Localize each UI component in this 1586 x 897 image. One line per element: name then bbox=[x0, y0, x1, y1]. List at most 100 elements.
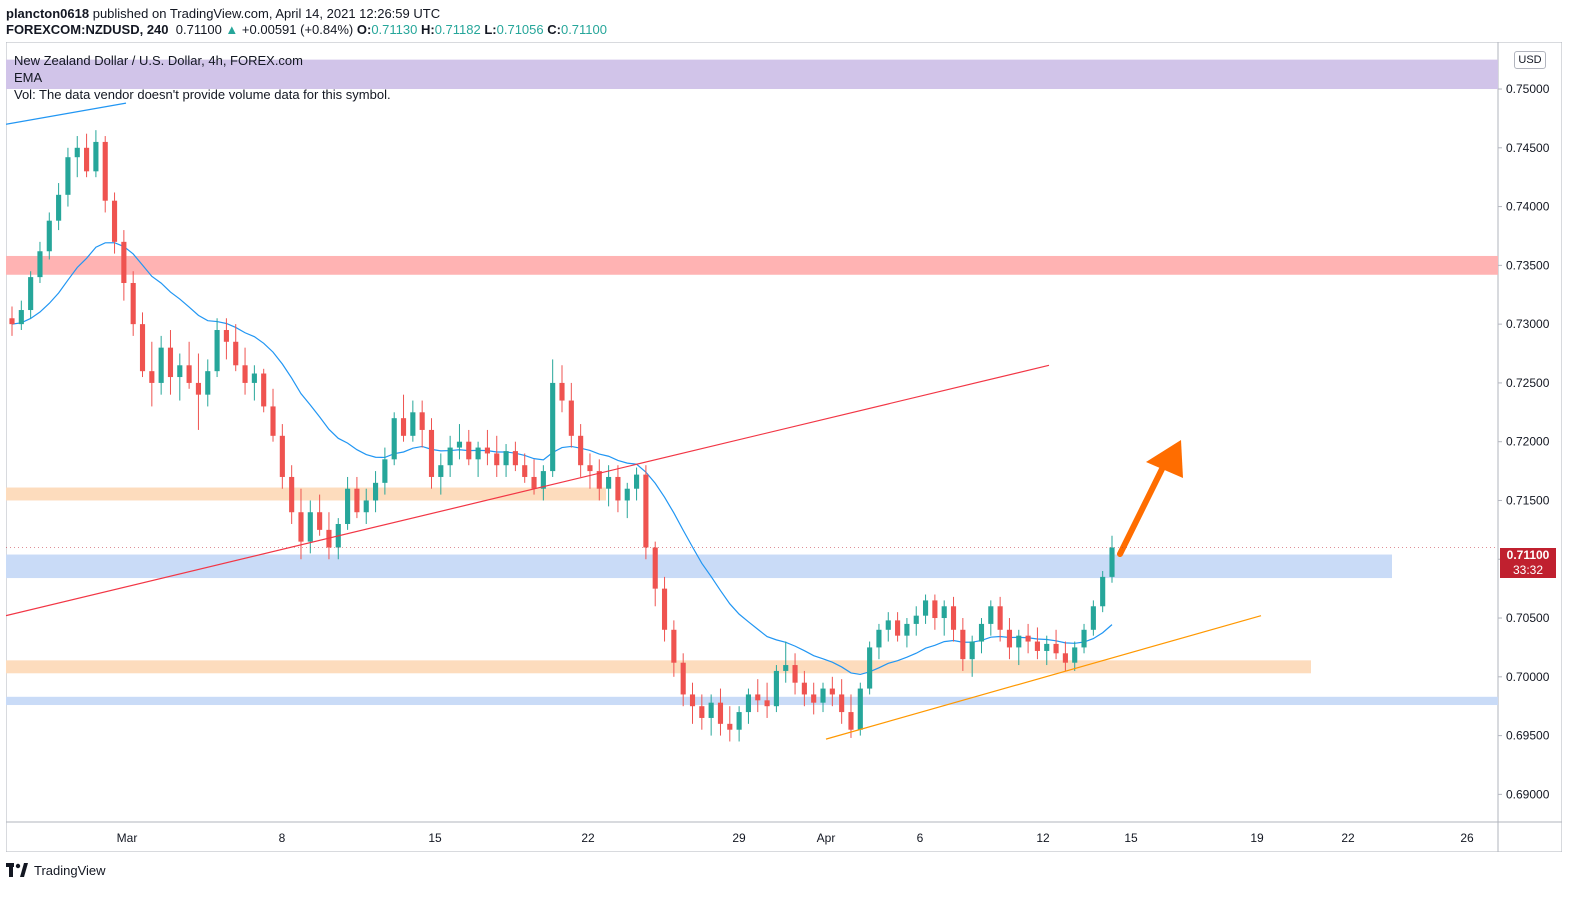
chart-svg[interactable]: 0.75000 0.74500 0.74000 0.73500 0.73000 0.725… bbox=[6, 42, 1562, 852]
symbol-label: FOREXCOM:NZDUSD, 240 bbox=[6, 22, 169, 37]
high-label: H: bbox=[420, 22, 435, 37]
candle-body bbox=[279, 435, 285, 477]
candle-body bbox=[904, 623, 910, 636]
orange-zone-lower bbox=[6, 660, 1311, 674]
y-tick-label: 0.70500 bbox=[1506, 611, 1550, 625]
chart-area[interactable]: 0.75000 0.74500 0.74000 0.73500 0.73000 0.725… bbox=[6, 42, 1562, 852]
candle-body bbox=[652, 547, 658, 589]
x-tick-label: 6 bbox=[917, 831, 924, 845]
candle-body bbox=[410, 412, 416, 436]
candle-body bbox=[158, 347, 164, 383]
candle-body bbox=[997, 606, 1003, 630]
candle-body bbox=[540, 471, 546, 489]
candle-body bbox=[1100, 576, 1106, 607]
published-text: published on TradingView.com, April 14, … bbox=[92, 6, 441, 21]
candle-body bbox=[382, 459, 388, 483]
candle-body bbox=[261, 373, 267, 407]
x-tick-label: 22 bbox=[581, 831, 595, 845]
candle-body bbox=[1090, 606, 1096, 630]
candle-body bbox=[913, 615, 919, 624]
candle-body bbox=[167, 347, 174, 378]
candle-body bbox=[298, 512, 304, 542]
y-tick-label: 0.73000 bbox=[1506, 317, 1550, 331]
candle-body bbox=[876, 629, 882, 648]
candle-body bbox=[93, 141, 99, 172]
x-tick-label: 19 bbox=[1250, 831, 1264, 845]
x-tick-label: 12 bbox=[1036, 831, 1050, 845]
x-tick-label: Mar bbox=[117, 831, 138, 845]
x-tick-label: 15 bbox=[1124, 831, 1138, 845]
candle-body bbox=[102, 141, 108, 201]
candle-body bbox=[829, 688, 835, 695]
candle-body bbox=[447, 447, 453, 466]
candle-body bbox=[606, 476, 612, 489]
chart-background bbox=[6, 42, 1562, 852]
candle-body bbox=[568, 400, 574, 436]
candle-body bbox=[354, 488, 360, 513]
candle-body bbox=[419, 412, 425, 430]
candle-body bbox=[177, 365, 183, 378]
legend-ema[interactable]: EMA bbox=[14, 70, 43, 85]
high-value: 0.71182 bbox=[434, 22, 481, 37]
close-label: C: bbox=[547, 22, 561, 37]
candle-body bbox=[205, 371, 211, 395]
open-label: O: bbox=[356, 22, 372, 37]
publisher-name[interactable]: plancton0618 bbox=[6, 6, 90, 21]
candle-body bbox=[689, 694, 696, 707]
candle-body bbox=[130, 282, 136, 325]
x-tick-label: 15 bbox=[428, 831, 442, 845]
candle-body bbox=[680, 662, 686, 695]
ema-line bbox=[11, 242, 1113, 676]
candle-body bbox=[978, 623, 985, 642]
candle-body bbox=[475, 447, 481, 460]
candle-body bbox=[643, 474, 649, 548]
x-tick-label: 29 bbox=[732, 831, 746, 845]
candle-body bbox=[661, 588, 668, 630]
candle-body bbox=[717, 702, 724, 724]
candle-body bbox=[848, 712, 854, 730]
candle-body bbox=[400, 418, 407, 436]
candle-body bbox=[522, 465, 528, 477]
y-tick-label: 0.72000 bbox=[1506, 435, 1550, 449]
candle-body bbox=[885, 620, 891, 630]
y-tick-label: 0.75000 bbox=[1506, 82, 1550, 96]
candle-body bbox=[1081, 629, 1087, 648]
orange-trend-line bbox=[825, 615, 1262, 740]
candle-body bbox=[242, 365, 248, 383]
candle-body bbox=[456, 441, 463, 448]
candle-body bbox=[895, 620, 901, 636]
candle-body bbox=[494, 453, 500, 466]
candle-body bbox=[1044, 643, 1050, 651]
price-tag-value: 0.71100 bbox=[1506, 548, 1550, 562]
candle-body bbox=[484, 447, 490, 454]
candle-body bbox=[857, 688, 863, 730]
candle-body bbox=[745, 694, 752, 713]
candle-body bbox=[578, 435, 584, 466]
candle-body bbox=[736, 712, 742, 730]
currency-badge[interactable]: USD bbox=[1514, 51, 1546, 69]
y-tick-label: 0.73500 bbox=[1506, 258, 1550, 272]
candle-body bbox=[1034, 641, 1040, 651]
last-price: 0.71100 bbox=[175, 22, 222, 37]
candle-body bbox=[801, 682, 807, 695]
candle-body bbox=[922, 600, 929, 616]
candle-body bbox=[139, 324, 146, 372]
y-tick-label: 0.74000 bbox=[1506, 200, 1550, 214]
candle-body bbox=[764, 700, 770, 707]
candle-body bbox=[634, 474, 640, 489]
candle-body bbox=[988, 606, 994, 624]
candle-body bbox=[391, 418, 397, 460]
y-tick-label: 0.72500 bbox=[1506, 376, 1550, 390]
candle-body bbox=[1109, 547, 1115, 577]
candle-body bbox=[1062, 653, 1068, 663]
candle-body bbox=[960, 629, 966, 660]
candle-body bbox=[233, 341, 239, 366]
candle-body bbox=[289, 476, 295, 513]
open-value: 0.71130 bbox=[371, 22, 418, 37]
candle-body bbox=[1006, 629, 1013, 648]
candle-body bbox=[932, 600, 938, 619]
close-value: 0.71100 bbox=[560, 22, 607, 37]
candle-body bbox=[46, 220, 52, 252]
candle-body bbox=[596, 471, 602, 489]
candle-body bbox=[121, 241, 127, 283]
